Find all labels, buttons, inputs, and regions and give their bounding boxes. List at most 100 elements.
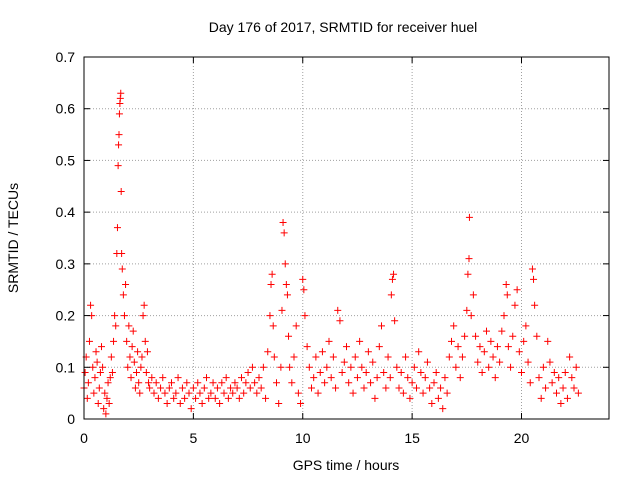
data-point	[423, 358, 431, 366]
data-point	[570, 384, 578, 392]
data-point	[259, 363, 267, 371]
data-point	[203, 374, 210, 382]
y-tick-label: 0.4	[56, 204, 76, 220]
data-point	[300, 286, 308, 294]
data-point	[491, 374, 499, 382]
data-point	[334, 306, 342, 314]
data-point	[338, 368, 346, 376]
data-point	[178, 384, 186, 392]
data-point	[345, 379, 353, 387]
data-point	[515, 348, 523, 356]
y-tick-label: 0.7	[56, 49, 76, 65]
data-point	[568, 374, 576, 382]
data-point	[91, 374, 99, 382]
data-point	[134, 348, 142, 356]
data-point	[323, 363, 331, 371]
data-point	[503, 291, 511, 299]
y-tick-label: 0.3	[56, 256, 76, 272]
data-point	[358, 363, 366, 371]
data-point	[125, 322, 133, 330]
data-point	[108, 368, 116, 376]
data-point	[168, 379, 175, 387]
data-point	[550, 368, 558, 376]
data-point	[105, 399, 113, 407]
data-point	[189, 384, 197, 392]
data-point	[465, 213, 473, 221]
data-point	[115, 141, 123, 149]
data-point	[114, 162, 122, 170]
data-point	[176, 399, 184, 407]
data-point	[99, 363, 107, 371]
data-point	[280, 229, 288, 237]
data-point	[448, 337, 455, 345]
data-point	[511, 301, 519, 309]
data-point	[349, 389, 357, 397]
data-point	[123, 337, 131, 345]
data-point	[278, 306, 286, 314]
data-point	[244, 368, 252, 376]
data-point	[384, 353, 392, 361]
data-point	[100, 405, 108, 413]
data-point	[520, 337, 528, 345]
data-point	[561, 368, 569, 376]
data-point	[308, 384, 315, 392]
data-point	[233, 384, 241, 392]
data-point	[185, 389, 193, 397]
data-point	[316, 368, 324, 376]
data-point	[351, 353, 359, 361]
data-point	[213, 384, 221, 392]
data-point	[544, 337, 552, 345]
data-point	[463, 306, 471, 314]
data-point	[553, 389, 560, 397]
data-point	[362, 368, 370, 376]
data-point	[456, 374, 464, 382]
data-point	[356, 337, 364, 345]
data-point	[294, 389, 302, 397]
data-point	[94, 399, 102, 407]
data-point	[535, 374, 543, 382]
data-point	[314, 389, 322, 397]
data-point	[434, 394, 442, 402]
data-point	[157, 384, 165, 392]
y-tick-label: 0	[67, 411, 75, 427]
data-point	[174, 374, 182, 382]
data-point	[112, 322, 120, 330]
data-point	[432, 368, 440, 376]
data-point	[450, 322, 458, 330]
data-point	[467, 312, 475, 320]
data-point	[301, 312, 309, 320]
data-point	[489, 353, 497, 361]
data-point	[111, 312, 119, 320]
data-point	[288, 379, 296, 387]
y-tick-label: 0.2	[56, 308, 76, 324]
data-point	[566, 353, 574, 361]
data-point	[127, 374, 135, 382]
data-point	[305, 363, 313, 371]
data-point	[281, 260, 289, 268]
data-point	[428, 399, 436, 407]
data-point	[115, 131, 123, 139]
data-point	[421, 374, 429, 382]
data-point	[275, 399, 283, 407]
data-point	[137, 363, 145, 371]
data-point	[286, 363, 294, 371]
data-point	[227, 384, 235, 392]
data-point	[262, 394, 270, 402]
data-point	[285, 332, 293, 340]
data-point	[417, 368, 425, 376]
data-point	[390, 270, 398, 278]
data-point	[131, 384, 139, 392]
axis-ticks: 0 0.1 0.2 0.3 0.4 0.5 0.6 0.7 0 5 10 15 20	[56, 49, 609, 446]
chart-title: Day 176 of 2017, SRMTID for receiver hue…	[209, 19, 477, 35]
data-point	[222, 374, 230, 382]
data-point	[283, 291, 291, 299]
data-point	[181, 394, 189, 402]
data-point	[192, 394, 200, 402]
data-point	[133, 368, 140, 376]
data-point	[92, 348, 100, 356]
data-point	[103, 394, 111, 402]
data-point	[332, 384, 340, 392]
data-point	[118, 250, 126, 258]
data-point	[399, 389, 407, 397]
